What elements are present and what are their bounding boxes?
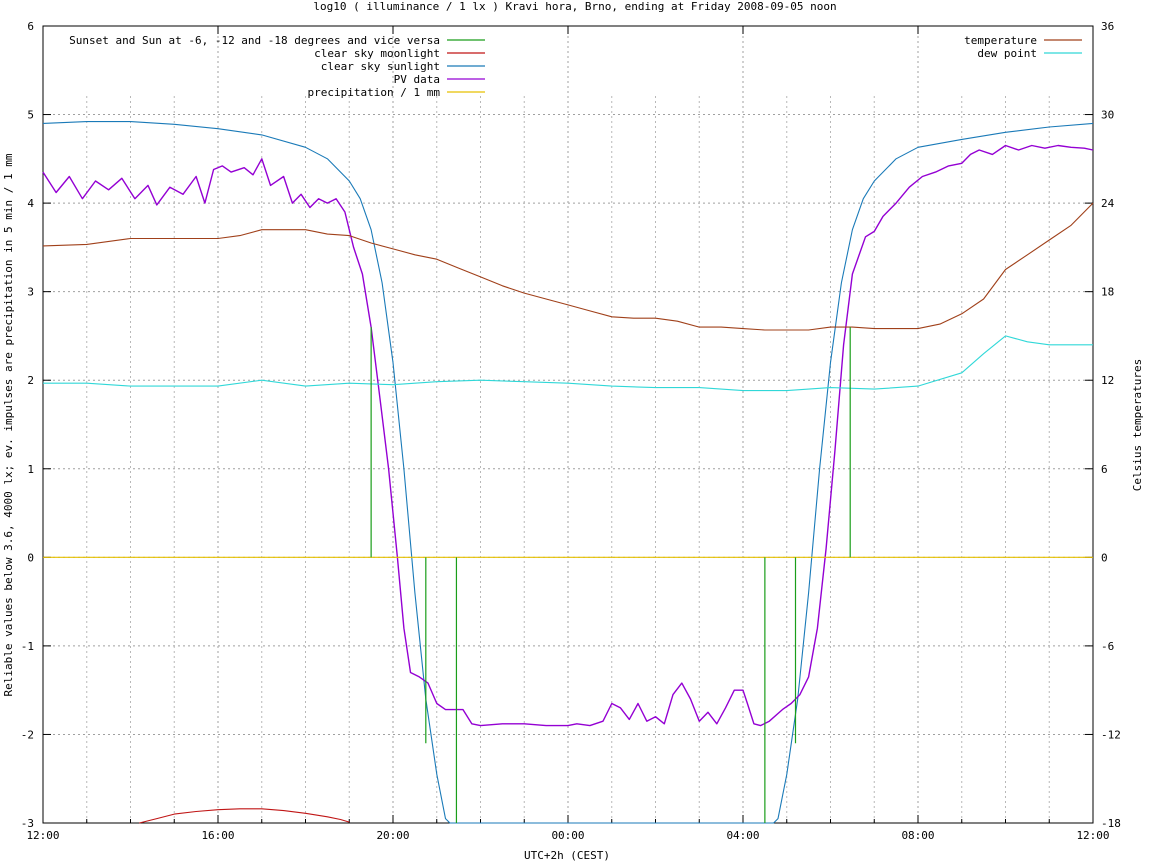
y2-tick-label: 24 xyxy=(1101,197,1115,210)
y-tick-label: 5 xyxy=(27,109,34,122)
legend: Sunset and Sun at -6, -12 and -18 degree… xyxy=(69,34,1082,99)
y-tick-label: -2 xyxy=(21,728,34,741)
y2-axis-label: Celsius temperatures xyxy=(1131,359,1144,491)
chart-title: log10 ( illuminance / 1 lx ) Kravi hora,… xyxy=(313,0,836,13)
series-clear-sky-sunlight xyxy=(42,121,1094,824)
legend-label: temperature xyxy=(964,34,1037,47)
y-tick-label: -3 xyxy=(21,817,34,830)
x-tick-label: 00:00 xyxy=(551,829,584,842)
y-axis-label: Reliable values below 3.6, 4000 lx; ev. … xyxy=(2,153,15,696)
legend-label: dew point xyxy=(977,47,1037,60)
y-tick-label: 0 xyxy=(27,551,34,564)
grid xyxy=(43,26,1093,823)
x-tick-label: 20:00 xyxy=(376,829,409,842)
legend-label: clear sky moonlight xyxy=(314,47,440,60)
y-tick-label: 2 xyxy=(27,374,34,387)
x-tick-label: 16:00 xyxy=(201,829,234,842)
x-tick-label: 04:00 xyxy=(726,829,759,842)
x-tick-label: 12:00 xyxy=(26,829,59,842)
series-temperature xyxy=(42,202,1094,331)
y2-tick-label: -6 xyxy=(1101,640,1114,653)
y-tick-label: -1 xyxy=(21,640,34,653)
y2-tick-label: -12 xyxy=(1101,728,1121,741)
y-tick-label: 6 xyxy=(27,20,34,33)
y2-tick-label: -18 xyxy=(1101,817,1121,830)
y-tick-label: 1 xyxy=(27,463,34,476)
x-tick-label: 08:00 xyxy=(901,829,934,842)
legend-label: PV data xyxy=(394,73,440,86)
y2-tick-label: 18 xyxy=(1101,286,1114,299)
y2-tick-label: 0 xyxy=(1101,551,1108,564)
series-layer xyxy=(42,121,1094,824)
y-tick-label: 4 xyxy=(27,197,34,210)
y2-tick-label: 30 xyxy=(1101,109,1114,122)
y2-tick-label: 12 xyxy=(1101,374,1114,387)
legend-label: precipitation / 1 mm xyxy=(308,86,441,99)
y2-tick-label: 6 xyxy=(1101,463,1108,476)
series-pv-data xyxy=(42,144,1094,727)
x-axis-label: UTC+2h (CEST) xyxy=(524,849,610,862)
series-dew-point xyxy=(43,335,1093,392)
legend-label: Sunset and Sun at -6, -12 and -18 degree… xyxy=(69,34,440,47)
y-tick-label: 3 xyxy=(27,286,34,299)
y2-tick-label: 36 xyxy=(1101,20,1114,33)
x-tick-label: 12:00 xyxy=(1076,829,1109,842)
series-clear-sky-moonlight xyxy=(139,808,350,824)
plot-frame xyxy=(42,25,1094,824)
legend-label: clear sky sunlight xyxy=(321,60,440,73)
